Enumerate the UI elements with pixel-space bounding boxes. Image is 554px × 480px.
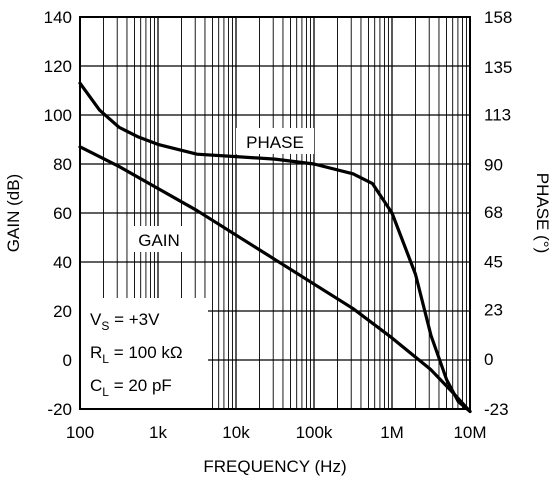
y2-tick-label: 23 bbox=[484, 300, 503, 319]
left-tick-labels: 140 120 100 80 60 40 20 0 -20 bbox=[44, 8, 72, 419]
x-axis-title: FREQUENCY (Hz) bbox=[203, 457, 346, 476]
y-tick-label: 60 bbox=[53, 204, 72, 223]
y2-tick-label: 90 bbox=[484, 155, 503, 174]
y-tick-label: 0 bbox=[63, 351, 72, 370]
y-tick-label: 80 bbox=[53, 155, 72, 174]
y2-tick-label: -23 bbox=[484, 400, 509, 419]
gain-label-bg bbox=[128, 226, 190, 252]
y-tick-label: 20 bbox=[53, 302, 72, 321]
series-line-gain bbox=[78, 145, 472, 414]
phase-label-bg bbox=[236, 128, 314, 154]
gain-series-label: GAIN bbox=[138, 231, 180, 250]
y2-tick-label: 68 bbox=[484, 203, 503, 222]
condition-vs: VS = +3V bbox=[90, 310, 160, 333]
y-tick-label: 140 bbox=[44, 8, 72, 27]
series-layer bbox=[78, 81, 472, 414]
conditions-box bbox=[80, 298, 208, 409]
x-tick-label: 100k bbox=[296, 423, 333, 442]
x-tick-label: 1k bbox=[149, 423, 167, 442]
series-line-phase bbox=[78, 81, 472, 414]
y2-tick-label: 0 bbox=[484, 350, 493, 369]
phase-series-label: PHASE bbox=[246, 133, 304, 152]
x-tick-label: 1M bbox=[380, 423, 404, 442]
y2-tick-label: 113 bbox=[484, 105, 511, 124]
y-axis-title: GAIN (dB) bbox=[4, 174, 23, 252]
y-tick-label: 100 bbox=[44, 106, 72, 125]
y-tick-label: 40 bbox=[53, 253, 72, 272]
right-tick-labels: 158 135 113 90 68 45 23 0 -23 bbox=[484, 8, 512, 419]
y-tick-label: 120 bbox=[44, 57, 72, 76]
y2-tick-label: 158 bbox=[484, 8, 512, 27]
x-tick-label: 10M bbox=[453, 423, 486, 442]
y2-tick-label: 45 bbox=[484, 253, 503, 272]
x-tick-labels: 100 1k 10k 100k 1M 10M bbox=[66, 423, 487, 442]
y-tick-label: -20 bbox=[47, 400, 72, 419]
x-tick-label: 10k bbox=[222, 423, 250, 442]
y2-axis-title: PHASE (°) bbox=[533, 173, 552, 253]
condition-rl: RL = 100 kΩ bbox=[90, 343, 183, 366]
y2-tick-label: 135 bbox=[484, 58, 512, 77]
condition-cl: CL = 20 pF bbox=[90, 376, 172, 399]
plot-frame bbox=[79, 16, 471, 410]
x-tick-label: 100 bbox=[66, 423, 94, 442]
